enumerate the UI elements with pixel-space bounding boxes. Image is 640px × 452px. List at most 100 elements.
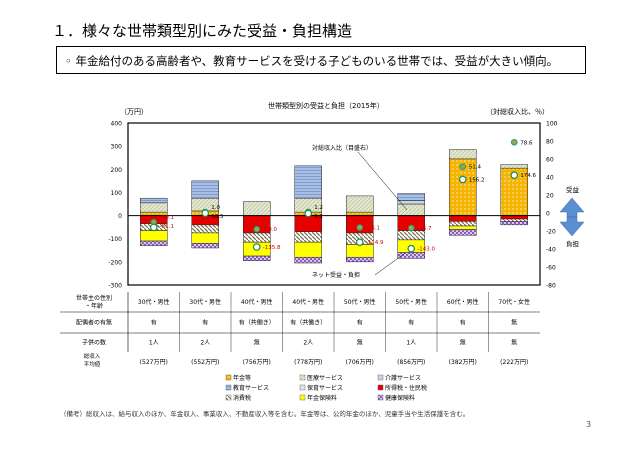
bar-segment — [346, 256, 374, 263]
legend-swatch — [377, 394, 384, 401]
left-tick-label: 300 — [111, 144, 123, 151]
income-value: (527万円) — [140, 359, 168, 366]
right-tick-label: 40 — [546, 175, 554, 182]
bar-segment — [140, 240, 168, 246]
net-point — [252, 243, 261, 251]
bar-segment — [500, 164, 528, 169]
row-header: 配偶者の有無 — [76, 319, 112, 327]
burden-arrow-icon — [559, 216, 585, 237]
bar-segment — [346, 195, 374, 213]
bar-segment — [449, 221, 477, 227]
right-tick-label: 0 — [546, 211, 550, 218]
bar-segment — [191, 180, 219, 199]
net-label: 174.6 — [520, 173, 536, 179]
legend-swatch — [377, 374, 384, 381]
net-point — [149, 223, 158, 232]
table-cell: 有（共働き） — [239, 319, 275, 327]
bar-segment — [243, 255, 271, 261]
right-tick-label: -20 — [546, 229, 556, 236]
legend-swatch — [299, 374, 306, 381]
bar-segment — [191, 224, 219, 234]
table-cell: 30代・男性 — [138, 298, 170, 306]
bar-segment — [243, 201, 271, 216]
legend-label: 介護サービス — [385, 374, 421, 382]
bar-segment — [243, 232, 271, 243]
legend-swatch — [377, 384, 384, 391]
table-cell: 有 — [357, 319, 363, 327]
table-cell: 無 — [511, 319, 517, 327]
net-point — [458, 175, 467, 184]
table-cell: 無 — [254, 339, 260, 347]
table-cell: 無 — [357, 339, 363, 347]
row-header: ・年齢 — [85, 302, 103, 310]
table-cell: 有 — [408, 319, 414, 327]
net-label: 10.5 — [211, 214, 224, 220]
ratio-point — [459, 163, 467, 171]
bar-segment — [397, 252, 425, 259]
page-number: 3 — [586, 420, 592, 429]
summary-box: ◦ 年金給付のある高齢者や、教育サービスを受ける子どものいる世帯では、受益が大き… — [56, 46, 586, 74]
table-cell: 2人 — [303, 340, 313, 347]
bar-segment — [449, 215, 477, 222]
plot-frame — [127, 122, 541, 286]
ratio-label: -16.7 — [417, 226, 432, 232]
table-cell: 40代・男性 — [292, 298, 324, 306]
legend-label: 年金保険料 — [307, 394, 337, 402]
ratio-label: 1.0 — [211, 205, 220, 211]
income-value: (222万円) — [500, 359, 528, 366]
bar-segment — [397, 203, 425, 216]
legend-swatch — [225, 394, 232, 401]
ratio-label: -18.0 — [263, 227, 278, 233]
table-cell: 無 — [511, 339, 517, 347]
ratio-label: 1.2 — [314, 205, 323, 211]
bar-segment — [346, 244, 374, 258]
bar-segment — [140, 202, 168, 213]
bar-segment — [191, 232, 219, 244]
right-tick-label: -40 — [546, 247, 556, 254]
burden-label: 負担 — [566, 239, 580, 248]
left-tick-label: 100 — [111, 190, 123, 197]
table-cell: 有（共働き） — [290, 319, 326, 327]
table-cell: 有 — [460, 319, 466, 327]
bar-segment — [294, 256, 322, 264]
table-cell: 70代・女性 — [498, 298, 530, 306]
left-tick-label: -300 — [108, 283, 122, 290]
table-cell: 無 — [460, 339, 466, 347]
legend-label: 消費税 — [233, 394, 251, 402]
table-cell: 40代・男性 — [241, 298, 273, 306]
net-point — [355, 238, 364, 246]
table-cell: 1人 — [406, 340, 416, 347]
ratio-point — [407, 224, 415, 232]
table-cell: 有 — [202, 319, 208, 327]
legend-swatch — [299, 384, 306, 391]
net-point — [510, 171, 519, 179]
legend-label: 保育サービス — [307, 384, 343, 392]
ratio-annotation-arrow — [357, 151, 408, 211]
bar-segment — [140, 230, 168, 242]
legend-swatch — [225, 384, 232, 391]
bar-segment — [449, 225, 477, 230]
ratio-label: -16.1 — [366, 225, 380, 231]
right-tick-label: 100 — [546, 121, 558, 128]
row-header: 世帯主の性別 — [76, 294, 112, 302]
net-label: 156.2 — [469, 177, 485, 183]
benefit-label: 受益 — [566, 185, 580, 194]
ratio-point — [253, 225, 261, 233]
left-tick-label: 0 — [118, 213, 122, 220]
ratio-point — [356, 224, 364, 231]
left-tick-label: 200 — [111, 167, 123, 174]
net-label: -51.1 — [160, 224, 174, 230]
net-label: -143.0 — [417, 247, 435, 253]
bar-segment — [140, 197, 168, 204]
bar-segment — [449, 149, 477, 160]
footnote: （備考）総収入は、給与収入のほか、年金収入、事業収入、不動産収入等を含む。年金等… — [60, 410, 470, 418]
net-point — [304, 209, 313, 218]
legend-label: 健康保険料 — [385, 394, 415, 402]
left-tick-label: 400 — [111, 121, 123, 128]
net-label: -135.8 — [263, 245, 281, 251]
ratio-point — [510, 138, 518, 146]
income-value: (778万円) — [294, 359, 322, 366]
income-label: 平均値 — [84, 360, 101, 368]
net-point — [201, 209, 210, 217]
legend-swatch — [225, 374, 232, 381]
